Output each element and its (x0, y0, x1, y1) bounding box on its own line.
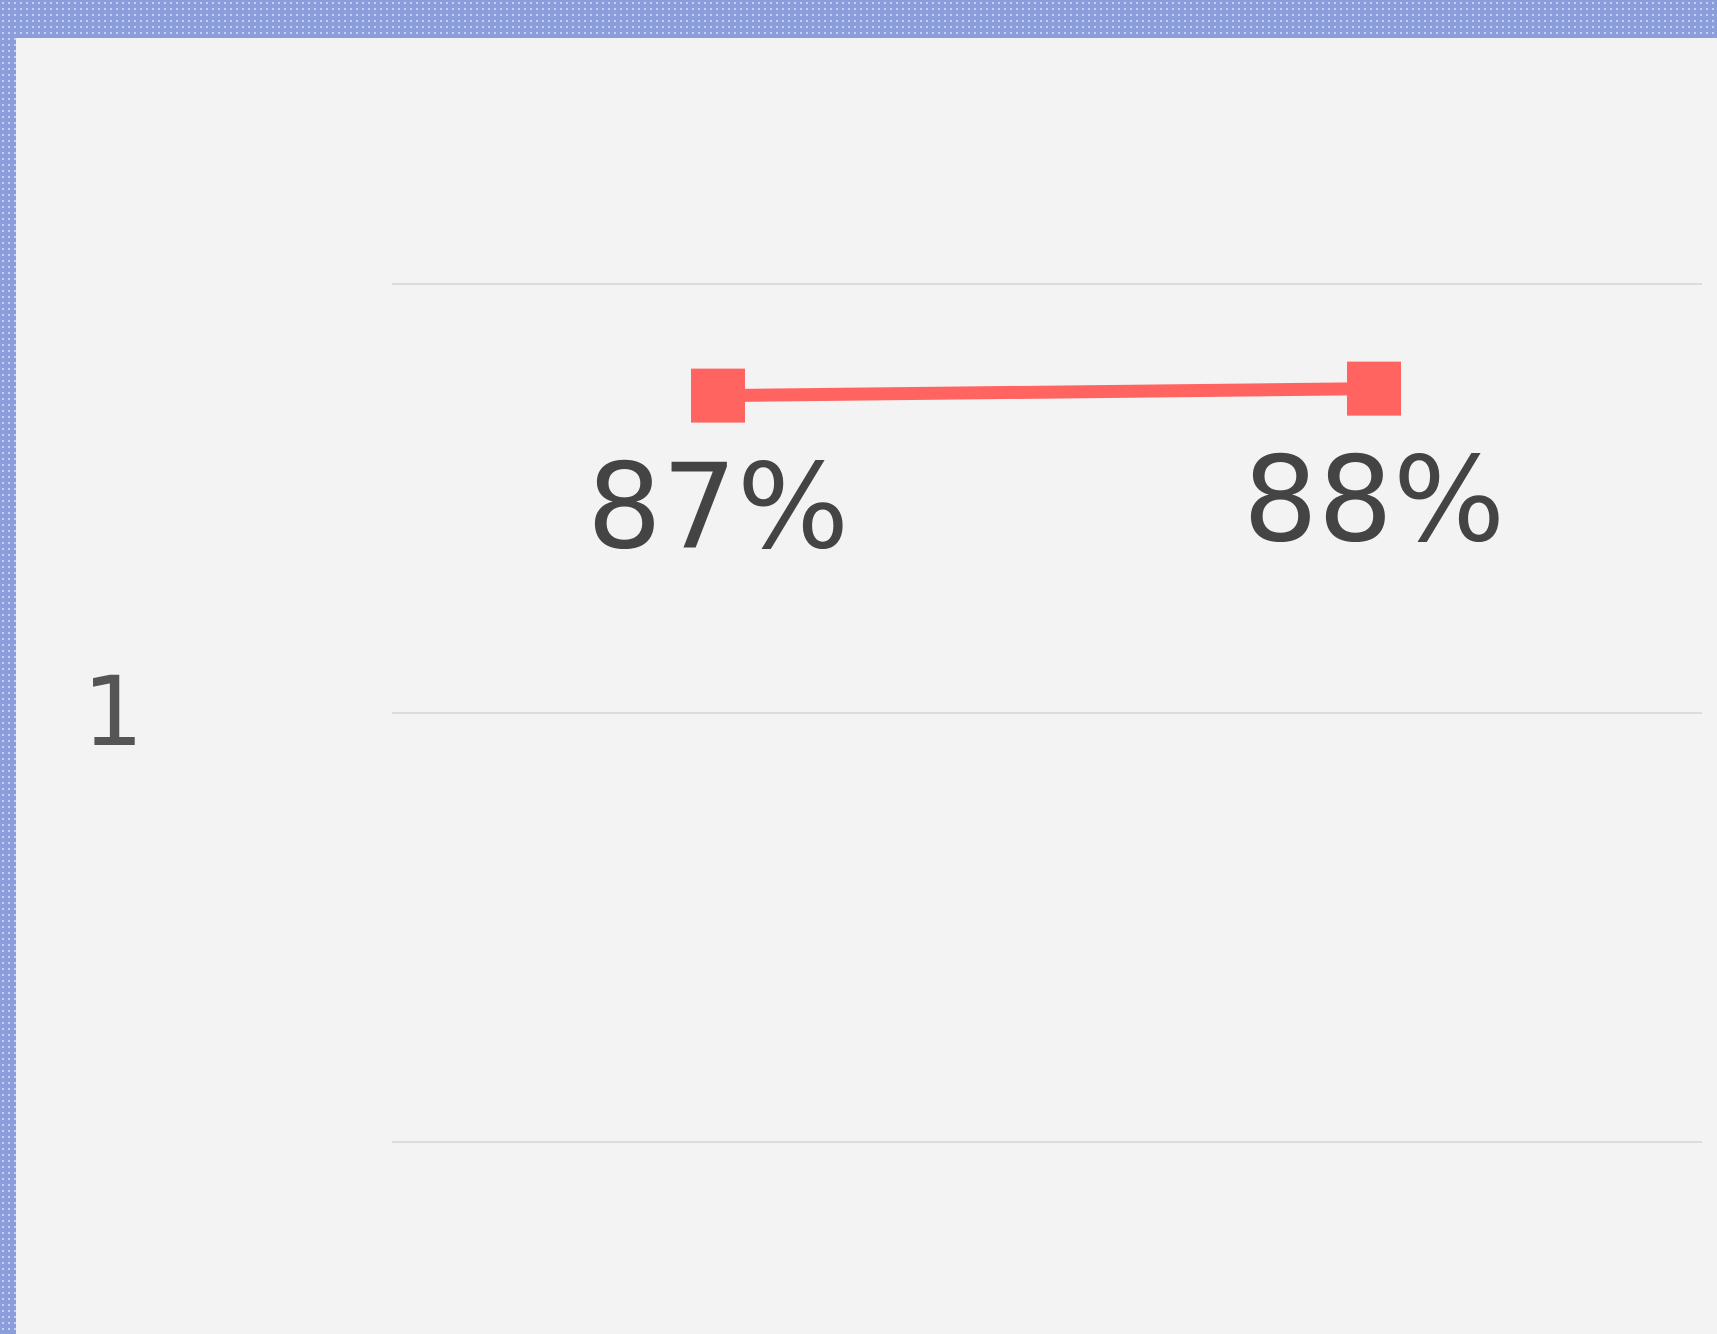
window-frame (0, 0, 1717, 38)
data-label: 88% (1243, 431, 1505, 569)
data-label: 87% (587, 438, 849, 576)
marker (1347, 361, 1401, 416)
window-frame (0, 0, 16, 1334)
marker (691, 368, 745, 423)
line (717, 382, 1375, 403)
y-label: 1 (82, 656, 143, 768)
